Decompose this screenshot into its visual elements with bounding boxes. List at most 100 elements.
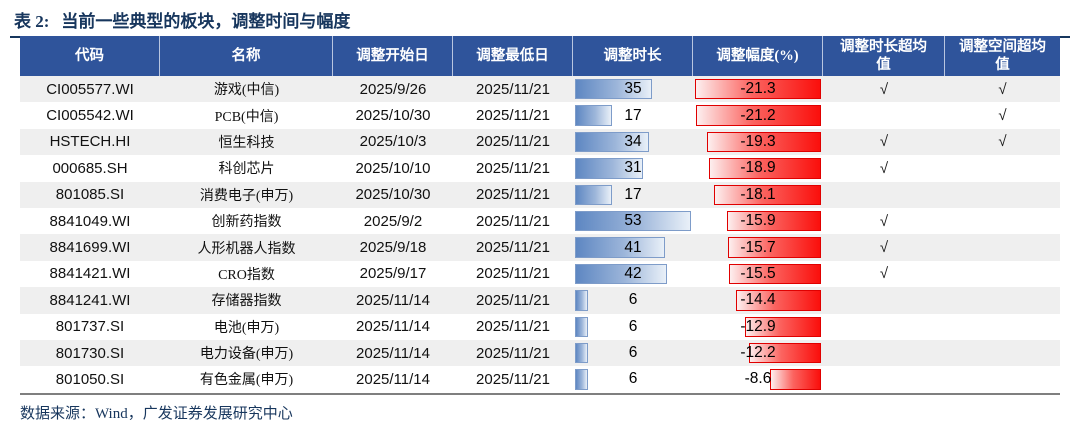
cell-name: 恒生科技 (218, 135, 275, 151)
cell-duration: 6 (573, 340, 693, 366)
magnitude-value: -19.3 (740, 132, 776, 150)
cell-space-exceeds (945, 155, 1060, 181)
duration-value: 17 (624, 106, 642, 124)
table-row: CI005577.WI 游戏(中信) 2025/9/26 2025/11/21 … (20, 76, 1060, 103)
cell-name: 创新药指数 (211, 215, 282, 231)
cell-duration-exceeds (823, 287, 945, 313)
cell-start-date: 2025/10/3 (359, 133, 427, 151)
table-row: 801050.SI 有色金属(申万) 2025/11/14 2025/11/21… (20, 366, 1060, 393)
duration-value: 31 (624, 159, 642, 177)
cell-magnitude: -12.9 (693, 314, 823, 340)
cell-magnitude: -18.1 (693, 182, 823, 208)
cell-name: 人形机器人指数 (197, 241, 296, 257)
duration-bar-track (575, 184, 691, 205)
magnitude-bar-track (695, 79, 821, 100)
table-row: 8841241.WI 存储器指数 2025/11/14 2025/11/21 6… (20, 287, 1060, 314)
cell-name: 消费电子(申万) (199, 188, 294, 204)
magnitude-value: -8.6 (744, 370, 772, 388)
cell-magnitude: -14.4 (693, 287, 823, 313)
cell-code: CI005542.WI (46, 107, 134, 125)
magnitude-bar-track (695, 342, 821, 364)
duration-value: 6 (628, 317, 638, 335)
magnitude-bar (726, 210, 821, 232)
duration-bar (575, 369, 589, 390)
table-row: 801085.SI 消费电子(申万) 2025/10/30 2025/11/21… (20, 181, 1060, 208)
cell-name: 存储器指数 (211, 294, 282, 310)
duration-bar-track (575, 342, 691, 364)
magnitude-value: -21.3 (740, 80, 776, 98)
magnitude-bar (770, 369, 821, 390)
magnitude-value: -21.2 (740, 106, 776, 124)
cell-low-date: 2025/11/21 (476, 80, 550, 98)
duration-value: 35 (624, 80, 642, 98)
duration-bar-track (575, 210, 691, 232)
cell-duration-exceeds (823, 102, 945, 128)
duration-bar (575, 158, 643, 179)
cell-space-exceeds (945, 208, 1060, 234)
cell-duration: 31 (573, 155, 693, 181)
cell-low-date: 2025/11/21 (476, 265, 550, 283)
header-cell-duration: 调整时长 (573, 36, 693, 76)
duration-bar-track (575, 369, 691, 390)
magnitude-value: -15.9 (740, 212, 776, 230)
cell-duration-exceeds: √ (879, 212, 889, 230)
cell-duration: 6 (573, 287, 693, 313)
magnitude-bar (713, 184, 821, 205)
cell-duration-exceeds (823, 314, 945, 340)
cell-magnitude: -8.6 (693, 366, 823, 392)
cell-duration-exceeds: √ (879, 133, 889, 151)
cell-space-exceeds (945, 261, 1060, 287)
cell-duration: 17 (573, 182, 693, 208)
cell-name: CRO指数 (218, 267, 275, 283)
cell-code: 801730.SI (55, 344, 125, 362)
cell-start-date: 2025/9/26 (359, 80, 427, 98)
duration-bar (575, 184, 613, 205)
cell-duration-exceeds: √ (879, 159, 889, 177)
table-row: 8841049.WI 创新药指数 2025/9/2 2025/11/21 53 … (20, 207, 1060, 235)
cell-name: 科创芯片 (218, 162, 275, 178)
cell-start-date: 2025/10/30 (355, 107, 431, 125)
duration-bar (575, 237, 665, 258)
cell-low-date: 2025/11/21 (476, 107, 550, 125)
cell-magnitude: -19.3 (693, 129, 823, 155)
cell-duration-exceeds (823, 340, 945, 366)
cell-low-date: 2025/11/21 (476, 186, 550, 204)
cell-low-date: 2025/11/21 (476, 133, 550, 151)
cell-low-date: 2025/11/21 (476, 239, 550, 257)
cell-duration: 6 (573, 314, 693, 340)
magnitude-bar (729, 263, 821, 285)
cell-name: 电池(申万) (213, 320, 280, 336)
cell-name: 电力设备(申万) (199, 347, 294, 363)
magnitude-bar-track (695, 184, 821, 205)
header-cell-code: 代码 (20, 36, 160, 76)
cell-code: 8841049.WI (49, 212, 131, 230)
magnitude-bar-track (695, 210, 821, 232)
magnitude-bar (748, 342, 821, 364)
cell-start-date: 2025/10/10 (355, 159, 431, 177)
cell-duration: 35 (573, 76, 693, 102)
cell-start-date: 2025/9/17 (359, 265, 427, 283)
duration-bar-track (575, 105, 691, 126)
cell-start-date: 2025/11/14 (356, 291, 430, 309)
duration-value: 6 (628, 370, 638, 388)
cell-duration: 41 (573, 234, 693, 260)
duration-bar (575, 342, 589, 364)
magnitude-bar (728, 237, 821, 258)
duration-bar (575, 79, 652, 100)
cell-code: 000685.SH (52, 159, 128, 177)
magnitude-bar (706, 131, 821, 153)
cell-space-exceeds (945, 314, 1060, 340)
table-row: 801730.SI 电力设备(申万) 2025/11/14 2025/11/21… (20, 339, 1060, 367)
magnitude-bar (695, 105, 821, 126)
cell-code: 801085.SI (55, 186, 125, 204)
cell-code: 801737.SI (55, 318, 125, 336)
cell-name: 游戏(中信) (213, 83, 280, 99)
cell-magnitude: -15.9 (693, 208, 823, 234)
duration-bar-track (575, 263, 691, 285)
table-title-text: 当前一些典型的板块，调整时间与幅度 (61, 12, 351, 31)
cell-name: PCB(中信) (214, 109, 279, 125)
cell-space-exceeds (945, 287, 1060, 313)
magnitude-bar (695, 79, 821, 100)
table-body: CI005577.WI 游戏(中信) 2025/9/26 2025/11/21 … (20, 76, 1060, 393)
duration-bar (575, 105, 613, 126)
